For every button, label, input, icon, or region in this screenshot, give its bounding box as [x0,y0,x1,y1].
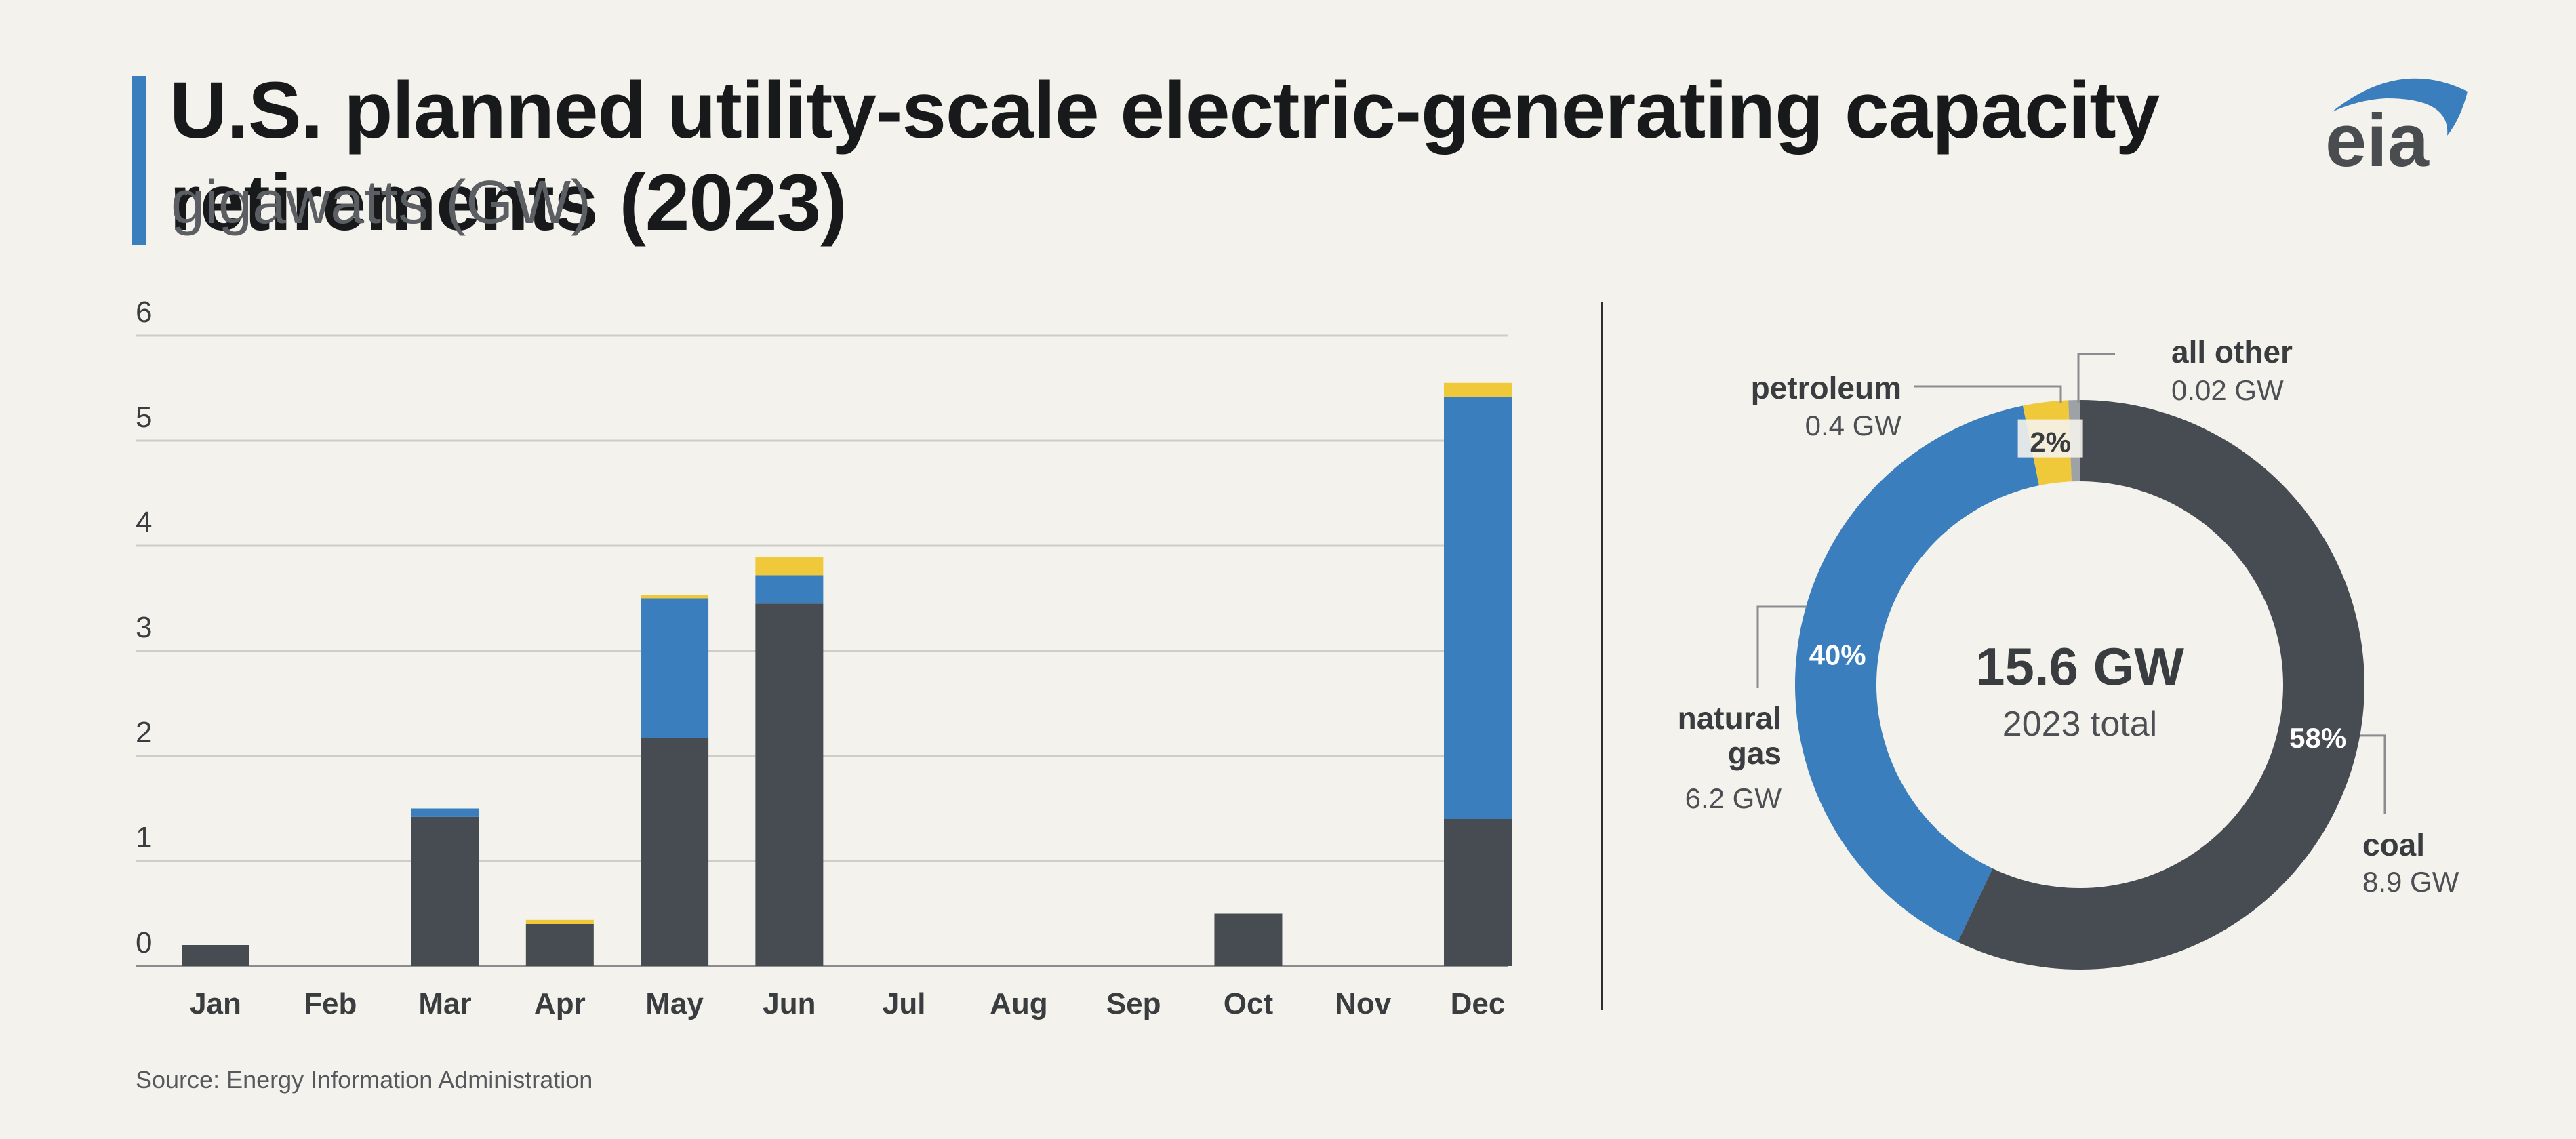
bar-segment-coal [641,738,709,966]
bar-segment-natural-gas [641,598,709,738]
natural-gas-value: 6.2 GW [1685,782,1782,814]
donut-slice-natural-gas [1795,405,2039,942]
x-tick-label: Jun [763,987,816,1020]
bar-segment-coal [1444,819,1512,966]
y-tick-label: 5 [136,401,152,434]
title-accent-bar [132,76,146,245]
bar-segment-petroleum [1444,382,1512,397]
x-tick-label: Aug [990,987,1048,1020]
x-tick-label: Dec [1451,987,1506,1020]
x-tick-label: Sep [1106,987,1161,1020]
pct-label-coal: 58% [2289,722,2346,754]
x-tick-label: Feb [304,987,357,1020]
source-note: Source: Energy Information Administratio… [136,1066,593,1094]
y-tick-label: 1 [136,821,152,854]
pct-label-natural-gas: 40% [1809,639,1866,671]
bar-segment-petroleum [755,557,824,576]
bar-segment-petroleum [525,919,594,924]
x-tick-label: May [645,987,704,1020]
y-tick-label: 0 [136,926,152,959]
eia-logo: eia [2325,78,2468,173]
donut-center-value: 15.6 GW [1975,637,2184,696]
leader-line [1914,385,2062,403]
leader-line [1756,605,1807,688]
bar-segment-coal [1214,913,1283,966]
coal-label: coal [2362,827,2425,862]
pct-label-petroleum: 2% [2030,426,2071,458]
donut-slice-coal [1957,400,2364,970]
bar-segment-natural-gas [1444,396,1512,819]
x-tick-label: Mar [418,987,471,1020]
all-other-value: 0.02 GW [2171,374,2284,406]
bar-segment-natural-gas [411,808,479,817]
bar-segment-coal [411,816,479,966]
x-tick-label: Apr [534,987,586,1020]
bar-chart: 0 1 2 3 4 5 6 Jan Feb Mar Apr May Jun Jul Aug Sep Oct Nov… [136,296,1512,1020]
petroleum-value: 0.4 GW [1805,409,1902,441]
y-tick-label: 3 [136,611,152,644]
bar-segment-natural-gas [755,575,824,604]
y-tick-label: 4 [136,506,152,539]
bar-segment-petroleum [641,595,709,599]
donut-chart: 15.6 GW 2023 total 58% 40% 2% coal 8.9 GW natur… [1678,334,2459,970]
natural-gas-label-line2: gas [1728,736,1782,771]
leader-line [2077,353,2115,403]
petroleum-label: petroleum [1751,370,1901,405]
bar-segment-coal [182,945,249,966]
chart-title: U.S. planned utility-scale electric-gene… [169,66,2160,247]
bar-segment-coal [755,603,824,966]
leader-line [2360,734,2386,814]
donut-center-label: 2023 total [2003,704,2157,744]
coal-value: 8.9 GW [2362,866,2459,898]
chart-subtitle: gigawatts (GW) [171,169,592,237]
eia-logo-swoosh [2332,78,2468,136]
y-tick-label: 6 [136,296,152,329]
pct-label-bg [2017,419,2083,458]
natural-gas-label-line1: natural [1678,700,1782,736]
eia-logo-text: eia [2325,99,2430,173]
x-tick-label: Jul [883,987,926,1020]
bar-segment-coal [525,924,594,966]
all-other-label: all other [2171,334,2293,369]
x-tick-label: Nov [1335,987,1392,1020]
x-tick-label: Oct [1224,987,1274,1020]
y-tick-label: 2 [136,716,152,749]
x-tick-label: Jan [190,987,241,1020]
